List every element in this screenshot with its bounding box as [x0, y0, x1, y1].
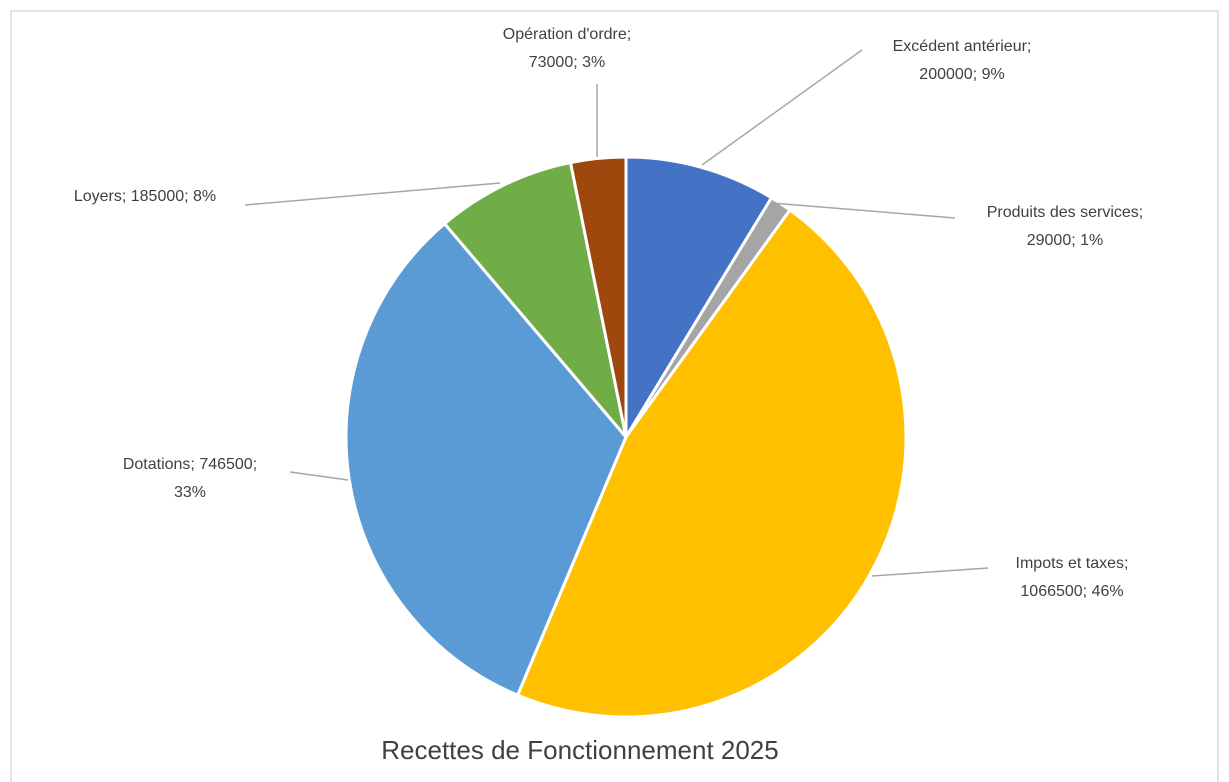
data-label: Opération d'ordre;	[503, 26, 631, 43]
pie-slice	[344, 222, 628, 697]
leader-line	[289, 471, 349, 481]
data-label: 1066500; 46%	[1020, 583, 1123, 600]
data-label: Dotations; 746500;	[123, 456, 257, 473]
pie-slice	[516, 208, 908, 719]
leader-line	[871, 567, 989, 577]
pie-slice	[443, 161, 628, 439]
data-label: 33%	[174, 484, 206, 501]
leader-line	[771, 202, 956, 219]
data-label: Impots et taxes;	[1016, 555, 1129, 572]
pie-slice	[624, 155, 773, 439]
data-label: 73000; 3%	[529, 54, 606, 71]
data-label: Loyers; 185000; 8%	[74, 188, 216, 205]
leader-line	[701, 49, 863, 166]
chart-title: Recettes de Fonctionnement 2025	[381, 735, 778, 765]
pie-slice	[569, 155, 628, 439]
data-label: Produits des services;	[987, 204, 1144, 221]
data-label: 29000; 1%	[1027, 232, 1104, 249]
data-label: 200000; 9%	[919, 66, 1004, 83]
data-label: Excédent antérieur;	[893, 38, 1032, 55]
leader-line	[244, 182, 501, 206]
